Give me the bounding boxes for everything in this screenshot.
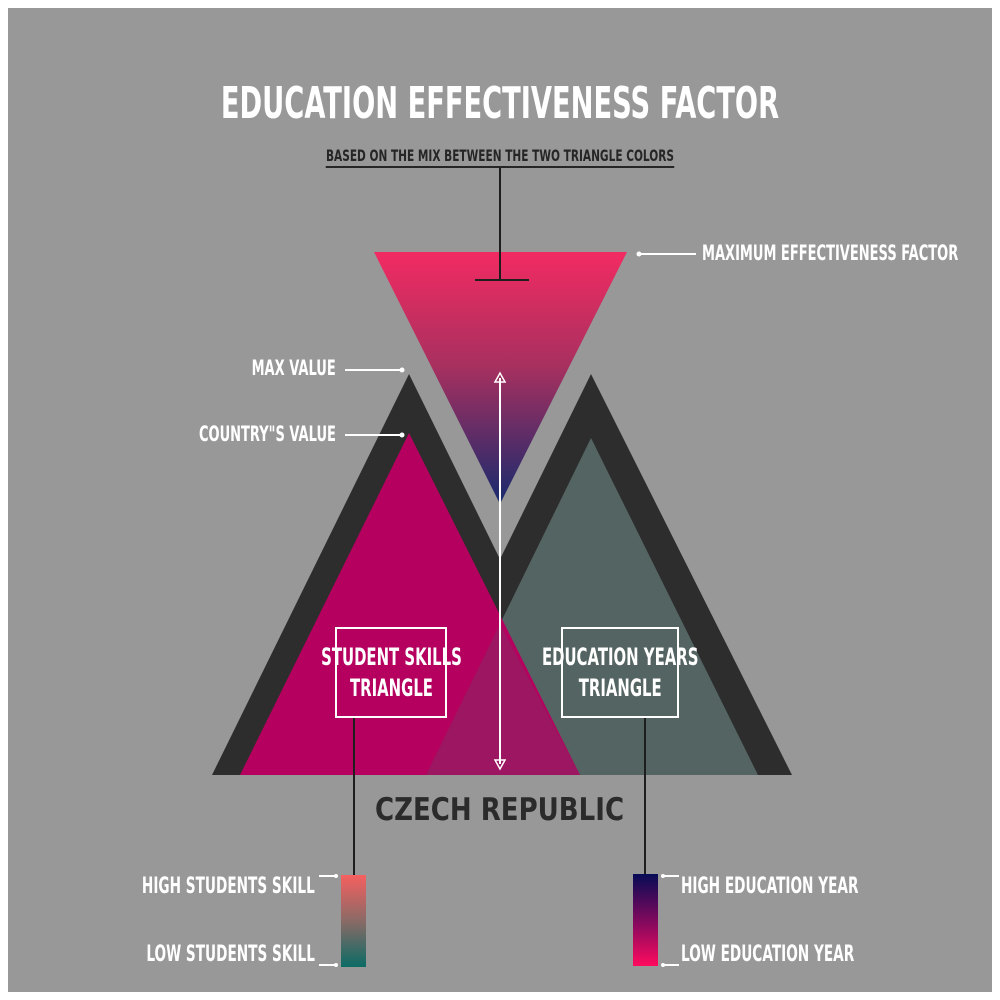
label-max-value: MAX VALUE: [251, 356, 336, 380]
education-years-line1: EDUCATION YEARS: [541, 642, 699, 671]
legend-high-students-skill: HIGH STUDENTS SKILL: [142, 874, 315, 899]
skill-high-tick-dot: [334, 874, 338, 878]
skill-low-tick-dot: [334, 963, 338, 967]
arrow-down-head: [493, 759, 507, 771]
arrow-up-head: [493, 371, 507, 383]
education-years-box: EDUCATION YEARS TRIANGLE: [542, 627, 698, 718]
diagram-subtitle-text: BASED ON THE MIX BETWEEN THE TWO TRIANGL…: [325, 146, 675, 168]
legend-low-students-skill: LOW STUDENTS SKILL: [146, 942, 315, 967]
max-value-dot: [399, 367, 405, 373]
legend-high-education-year: HIGH EDUCATION YEAR: [681, 874, 859, 899]
student-skills-line2: TRIANGLE: [349, 673, 433, 702]
education-year-gradient-bar: [633, 874, 658, 966]
label-country-value: COUNTRY"S VALUE: [199, 422, 336, 446]
student-skill-gradient-bar: [341, 875, 366, 967]
year-high-tick-dot: [661, 874, 665, 878]
overlap-region: [426, 624, 580, 775]
country-value-dot: [399, 432, 405, 438]
max-effectiveness-dot: [636, 251, 642, 257]
student-skills-line1: STUDENT SKILLS: [320, 642, 462, 671]
label-maximum-effectiveness: MAXIMUM EFFECTIVENESS FACTOR: [702, 241, 959, 265]
country-name: CZECH REPUBLIC: [374, 792, 625, 828]
education-years-line2: TRIANGLE: [578, 673, 662, 702]
legend-low-education-year: LOW EDUCATION YEAR: [681, 942, 855, 967]
diagram-subtitle: BASED ON THE MIX BETWEEN THE TWO TRIANGL…: [170, 146, 830, 168]
diagram-title: EDUCATION EFFECTIVENESS FACTOR: [220, 78, 780, 129]
student-skills-box: STUDENT SKILLS TRIANGLE: [321, 627, 461, 718]
year-low-tick-dot: [661, 963, 665, 967]
